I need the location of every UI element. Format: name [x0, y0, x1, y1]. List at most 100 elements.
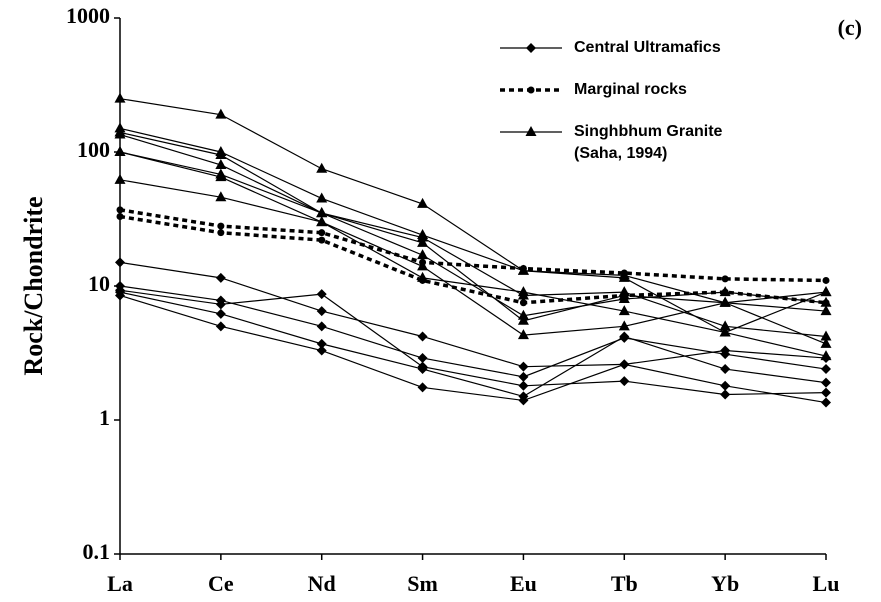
marker — [116, 213, 124, 221]
legend-label: Marginal rocks — [574, 81, 687, 98]
marker — [115, 290, 125, 301]
marker — [215, 272, 226, 283]
series-line — [119, 291, 827, 398]
marker — [215, 171, 227, 182]
marker — [527, 86, 535, 94]
legend-label: Singhbhum Granite — [574, 123, 723, 140]
marker — [215, 321, 226, 332]
marker — [518, 395, 529, 406]
marker — [417, 382, 428, 393]
marker — [215, 191, 227, 202]
marker — [316, 306, 327, 317]
marker — [114, 128, 126, 139]
y-tick-label: 0.1 — [83, 539, 111, 564]
marker — [114, 146, 126, 156]
marker — [518, 371, 529, 382]
marker — [417, 197, 429, 208]
marker — [316, 192, 328, 203]
x-tick-label: Yb — [711, 571, 739, 596]
x-tick-label: Ce — [208, 571, 234, 596]
marker — [619, 359, 630, 370]
marker — [519, 299, 527, 307]
series-line — [119, 261, 827, 368]
y-tick-label: 1000 — [66, 3, 110, 28]
marker — [619, 331, 630, 342]
marker — [821, 397, 831, 408]
series-line — [119, 151, 827, 345]
marker — [518, 361, 529, 372]
marker — [417, 260, 429, 271]
x-tick-label: Nd — [308, 571, 336, 596]
marker — [525, 126, 537, 136]
marker — [820, 337, 832, 348]
marker — [821, 377, 831, 388]
marker — [215, 148, 227, 159]
series-line — [119, 289, 827, 396]
marker — [417, 331, 428, 342]
marker — [417, 353, 428, 364]
series-line — [119, 179, 827, 357]
marker — [215, 308, 226, 319]
marker — [217, 229, 225, 237]
marker — [316, 207, 328, 218]
marker — [517, 286, 529, 297]
series-line — [119, 294, 827, 404]
y-tick-label: 1 — [99, 405, 110, 430]
marker — [821, 387, 831, 398]
marker — [316, 321, 327, 332]
marker — [114, 92, 126, 103]
marker — [820, 330, 832, 341]
marker — [719, 320, 731, 331]
marker — [720, 380, 731, 391]
marker — [719, 296, 731, 307]
marker — [517, 264, 529, 275]
x-tick-label: Eu — [510, 571, 537, 596]
marker — [618, 320, 630, 331]
marker — [316, 345, 327, 356]
marker — [517, 329, 529, 340]
marker — [114, 173, 126, 184]
series-line — [119, 127, 827, 334]
marker — [316, 338, 327, 349]
x-tick-label: Tb — [611, 571, 638, 596]
marker — [618, 292, 630, 303]
marker — [820, 305, 832, 316]
marker — [719, 326, 731, 337]
marker — [526, 43, 536, 53]
marker — [821, 364, 831, 375]
marker — [820, 296, 832, 307]
marker — [618, 305, 630, 316]
series-line — [119, 98, 827, 304]
marker — [316, 289, 327, 300]
marker — [517, 314, 529, 325]
marker — [217, 222, 225, 230]
marker — [618, 271, 630, 282]
marker — [116, 206, 124, 214]
series-line — [119, 285, 827, 378]
x-tick-label: Sm — [407, 571, 438, 596]
marker — [721, 275, 729, 283]
y-tick-label: 10 — [88, 271, 110, 296]
marker — [417, 236, 429, 247]
marker — [417, 364, 428, 375]
marker — [517, 309, 529, 320]
marker — [316, 162, 328, 173]
marker — [719, 286, 731, 297]
marker — [820, 350, 832, 361]
y-tick-label: 100 — [77, 137, 110, 162]
marker — [318, 236, 326, 244]
series-line — [119, 133, 827, 322]
panel-label: (c) — [838, 15, 862, 40]
marker — [820, 286, 832, 297]
y-axis-label: Rock/Chondrite — [19, 196, 48, 375]
legend-label: (Saha, 1994) — [574, 145, 667, 162]
marker — [417, 231, 429, 242]
legend-label: Central Ultramafics — [574, 39, 721, 56]
x-tick-label: Lu — [813, 571, 840, 596]
marker — [720, 364, 731, 375]
marker — [720, 389, 731, 400]
marker — [215, 299, 226, 310]
marker — [417, 249, 429, 260]
x-tick-label: La — [107, 571, 133, 596]
marker — [720, 349, 731, 360]
